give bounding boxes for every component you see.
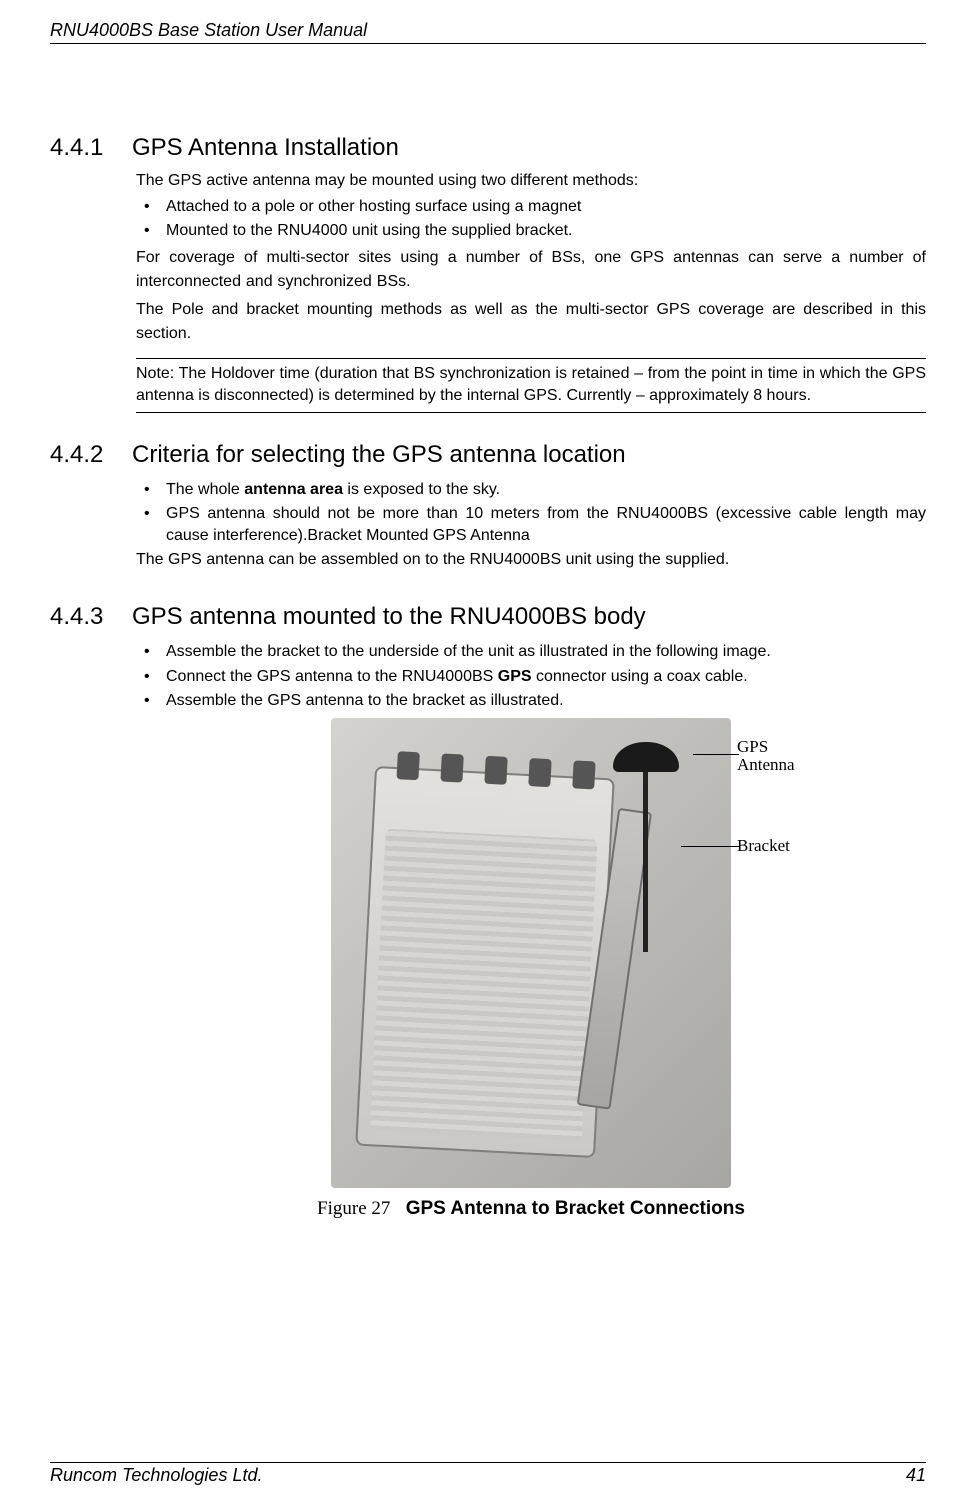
header-title: RNU4000BS Base Station User Manual [50, 20, 367, 40]
callout-text: GPS [737, 737, 768, 756]
device-body-icon [355, 766, 615, 1158]
list-item: Attached to a pole or other hosting surf… [136, 196, 926, 218]
text: Connect the GPS antenna to the RNU4000BS [166, 668, 498, 685]
callout-line [681, 846, 739, 848]
figure-label: Figure 27 [317, 1198, 390, 1219]
footer-company: Runcom Technologies Ltd. [50, 1465, 262, 1486]
figure-image: GPS Antenna Bracket [331, 718, 731, 1188]
bracket-icon [577, 808, 652, 1110]
para: The GPS antenna can be assembled on to t… [136, 549, 926, 571]
footer-page-number: 41 [906, 1465, 926, 1486]
page-header: RNU4000BS Base Station User Manual [50, 20, 926, 44]
intro-para: The GPS active antenna may be mounted us… [136, 170, 926, 192]
para: The Pole and bracket mounting methods as… [136, 298, 926, 346]
bullet-list: Assemble the bracket to the underside of… [136, 641, 926, 712]
figure-caption: Figure 27 GPS Antenna to Bracket Connect… [136, 1198, 926, 1220]
note-box: Note: The Holdover time (duration that B… [136, 358, 926, 413]
section-body-4-4-1: The GPS active antenna may be mounted us… [136, 170, 926, 413]
list-item: Connect the GPS antenna to the RNU4000BS… [136, 666, 926, 688]
para: For coverage of multi-sector sites using… [136, 246, 926, 294]
section-number: 4.4.1 [50, 134, 114, 162]
text: is exposed to the sky. [343, 481, 500, 498]
figure-title: GPS Antenna to Bracket Connections [406, 1198, 745, 1219]
list-item: GPS antenna should not be more than 10 m… [136, 503, 926, 546]
section-title: GPS Antenna Installation [132, 134, 399, 162]
section-heading-4-4-1: 4.4.1 GPS Antenna Installation [50, 134, 926, 162]
bold-text: GPS [498, 668, 532, 685]
section-heading-4-4-2: 4.4.2 Criteria for selecting the GPS ant… [50, 441, 926, 469]
list-item: Assemble the GPS antenna to the bracket … [136, 690, 926, 712]
callout-line [693, 754, 739, 756]
text: connector using a coax cable. [532, 668, 748, 685]
section-title: GPS antenna mounted to the RNU4000BS bod… [132, 603, 646, 631]
gps-antenna-icon [613, 742, 679, 772]
bullet-list: The whole antenna area is exposed to the… [136, 479, 926, 547]
list-item: Mounted to the RNU4000 unit using the su… [136, 220, 926, 242]
connector-icon [396, 751, 419, 780]
list-item: Assemble the bracket to the underside of… [136, 641, 926, 663]
page-footer: Runcom Technologies Ltd. 41 [50, 1462, 926, 1486]
callout-gps-antenna: GPS Antenna [737, 738, 809, 775]
section-body-4-4-2: The whole antenna area is exposed to the… [136, 477, 926, 575]
list-item: The whole antenna area is exposed to the… [136, 479, 926, 501]
callout-bracket: Bracket [737, 836, 809, 856]
callout-text: Antenna [737, 755, 795, 774]
section-title: Criteria for selecting the GPS antenna l… [132, 441, 626, 469]
bullet-list: Attached to a pole or other hosting surf… [136, 196, 926, 242]
connector-icon [528, 758, 551, 787]
section-heading-4-4-3: 4.4.3 GPS antenna mounted to the RNU4000… [50, 603, 926, 631]
connector-icon [572, 760, 595, 789]
connector-row [396, 751, 595, 789]
section-number: 4.4.3 [50, 603, 114, 631]
connector-icon [440, 753, 463, 782]
text: The whole [166, 481, 244, 498]
bold-text: antenna area [244, 481, 343, 498]
figure-27: GPS Antenna Bracket Figure 27 GPS Antenn… [136, 718, 926, 1220]
section-body-4-4-3: Assemble the bracket to the underside of… [136, 639, 926, 1220]
section-number: 4.4.2 [50, 441, 114, 469]
connector-icon [484, 755, 507, 784]
